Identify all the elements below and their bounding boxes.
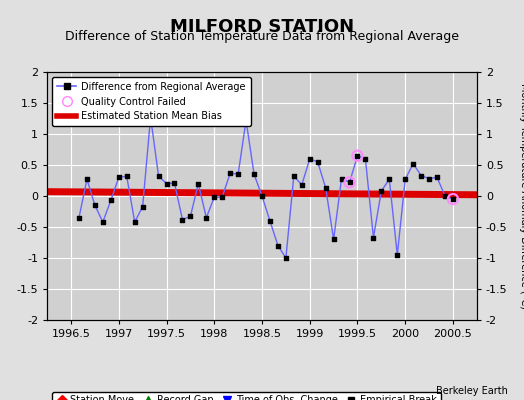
Point — [186, 213, 194, 220]
Point — [361, 156, 369, 162]
Point — [377, 188, 386, 194]
Point — [194, 180, 202, 187]
Point — [266, 218, 274, 224]
Point — [305, 156, 314, 162]
Point — [393, 252, 401, 258]
Point — [353, 152, 362, 159]
Text: Difference of Station Temperature Data from Regional Average: Difference of Station Temperature Data f… — [65, 30, 459, 43]
Point — [298, 182, 306, 188]
Point — [433, 174, 441, 181]
Point — [441, 193, 449, 199]
Point — [385, 176, 394, 182]
Point — [138, 203, 147, 210]
Point — [170, 180, 179, 186]
Point — [146, 114, 155, 120]
Point — [91, 202, 99, 208]
Point — [99, 219, 107, 225]
Point — [202, 214, 211, 221]
Point — [130, 219, 139, 225]
Point — [242, 117, 250, 124]
Legend: Station Move, Record Gap, Time of Obs. Change, Empirical Break: Station Move, Record Gap, Time of Obs. C… — [52, 392, 441, 400]
Point — [330, 236, 338, 242]
Point — [226, 170, 234, 176]
Point — [123, 173, 131, 179]
Point — [449, 196, 457, 202]
Point — [282, 255, 290, 261]
Point — [274, 242, 282, 249]
Point — [75, 214, 83, 221]
Text: Berkeley Earth: Berkeley Earth — [436, 386, 508, 396]
Point — [218, 194, 226, 200]
Point — [345, 179, 354, 186]
Point — [345, 179, 354, 186]
Point — [115, 174, 123, 181]
Point — [409, 160, 417, 167]
Point — [107, 197, 115, 204]
Point — [449, 196, 457, 202]
Point — [234, 171, 242, 178]
Point — [417, 172, 425, 179]
Point — [250, 171, 258, 178]
Point — [83, 176, 91, 182]
Point — [369, 234, 378, 241]
Point — [401, 176, 409, 182]
Point — [258, 193, 266, 199]
Point — [322, 185, 330, 191]
Point — [162, 180, 171, 187]
Point — [313, 159, 322, 165]
Point — [290, 173, 298, 179]
Point — [425, 176, 433, 182]
Point — [210, 194, 219, 200]
Text: MILFORD STATION: MILFORD STATION — [170, 18, 354, 36]
Y-axis label: Monthly Temperature Anomaly Difference (°C): Monthly Temperature Anomaly Difference (… — [519, 83, 524, 309]
Point — [353, 152, 362, 159]
Point — [155, 173, 163, 179]
Point — [178, 216, 187, 223]
Point — [337, 176, 346, 182]
